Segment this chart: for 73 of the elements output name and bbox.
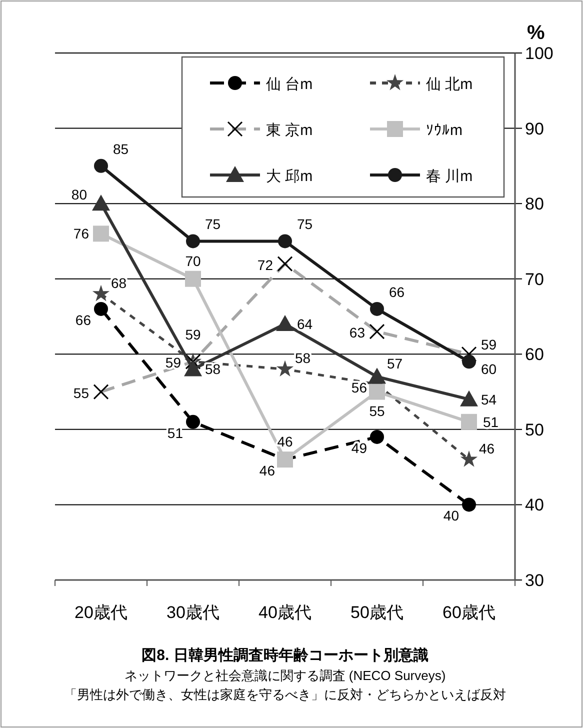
x-tick-label: 30歳代 bbox=[166, 603, 220, 622]
y-tick-label: 90 bbox=[525, 119, 544, 138]
point bbox=[461, 414, 477, 430]
point bbox=[369, 384, 385, 400]
text: ネットワークと社会意識に関する調査 (NECO Surveys) bbox=[124, 668, 446, 683]
data-label: 63 bbox=[349, 324, 366, 341]
y-tick-label: 40 bbox=[525, 496, 544, 515]
data-label: 76 bbox=[73, 226, 90, 242]
legend-label: ｿｳﾙm bbox=[426, 122, 462, 139]
data-label: 85 bbox=[113, 140, 129, 157]
data-label: 51 bbox=[483, 414, 499, 430]
data-label: 55 bbox=[73, 384, 90, 401]
point bbox=[186, 234, 200, 248]
data-label: 46 bbox=[277, 434, 293, 450]
data-label: 75 bbox=[297, 216, 313, 232]
legend-label: 仙 北m bbox=[426, 76, 473, 93]
text: 「男性は外で働き、女性は家庭を守るべき」に反対・どちらかといえば反対 bbox=[64, 687, 506, 702]
data-label: 59 bbox=[165, 354, 182, 371]
y-tick-label: 70 bbox=[525, 270, 544, 289]
point bbox=[186, 414, 200, 429]
data-label: 59 bbox=[185, 326, 201, 343]
y-tick-label: 60 bbox=[525, 345, 544, 364]
data-label: 66 bbox=[75, 312, 92, 328]
x-tick-label: 40歳代 bbox=[258, 603, 312, 622]
point bbox=[278, 234, 292, 248]
point bbox=[92, 284, 110, 302]
text: 図8. 日韓男性調査時年齢コーホート別意識 bbox=[142, 646, 428, 664]
data-label: 40 bbox=[443, 508, 460, 524]
point bbox=[370, 430, 384, 444]
point bbox=[276, 360, 294, 376]
data-label: 60 bbox=[481, 361, 497, 378]
data-label: 58 bbox=[205, 361, 221, 378]
legend-label: 東 京m bbox=[266, 122, 313, 139]
data-label: 46 bbox=[259, 462, 276, 479]
x-tick-label: 50歳代 bbox=[350, 603, 404, 622]
legend-label: 仙 台m bbox=[266, 76, 313, 93]
data-label: 80 bbox=[71, 186, 88, 203]
data-label: 46 bbox=[479, 440, 495, 457]
data-label: 51 bbox=[167, 424, 184, 441]
data-label: 58 bbox=[295, 350, 311, 366]
point bbox=[185, 270, 201, 287]
point bbox=[460, 390, 478, 406]
data-label: 59 bbox=[481, 336, 497, 353]
point bbox=[184, 360, 202, 376]
y-tick-label: 50 bbox=[525, 420, 544, 440]
data-label: 54 bbox=[481, 391, 497, 408]
legend-label: 春 川m bbox=[426, 168, 473, 185]
data-label: 56 bbox=[351, 379, 368, 396]
point bbox=[93, 226, 109, 242]
point bbox=[370, 302, 384, 316]
data-label: 55 bbox=[369, 402, 385, 419]
y-tick-label: 100 bbox=[525, 44, 554, 63]
point bbox=[92, 194, 110, 211]
y-tick-label: 80 bbox=[525, 194, 544, 214]
point bbox=[462, 354, 476, 369]
x-tick-label: 20歳代 bbox=[74, 603, 128, 622]
data-label: 49 bbox=[351, 440, 368, 456]
y-tick-label: 30 bbox=[525, 571, 544, 590]
legend-label: 大 邱m bbox=[266, 168, 313, 185]
data-label: 75 bbox=[205, 216, 221, 232]
point bbox=[276, 315, 294, 332]
y-axis-title: % bbox=[527, 22, 545, 44]
x-tick-label: 60歳代 bbox=[442, 603, 496, 622]
point bbox=[462, 498, 476, 512]
point bbox=[94, 302, 108, 316]
point bbox=[368, 368, 386, 384]
point bbox=[460, 450, 478, 467]
data-label: 70 bbox=[185, 252, 201, 269]
data-label: 57 bbox=[387, 356, 403, 372]
point bbox=[94, 158, 108, 173]
data-label: 66 bbox=[389, 284, 405, 300]
data-label: 72 bbox=[257, 256, 274, 273]
data-label: 64 bbox=[297, 316, 313, 332]
